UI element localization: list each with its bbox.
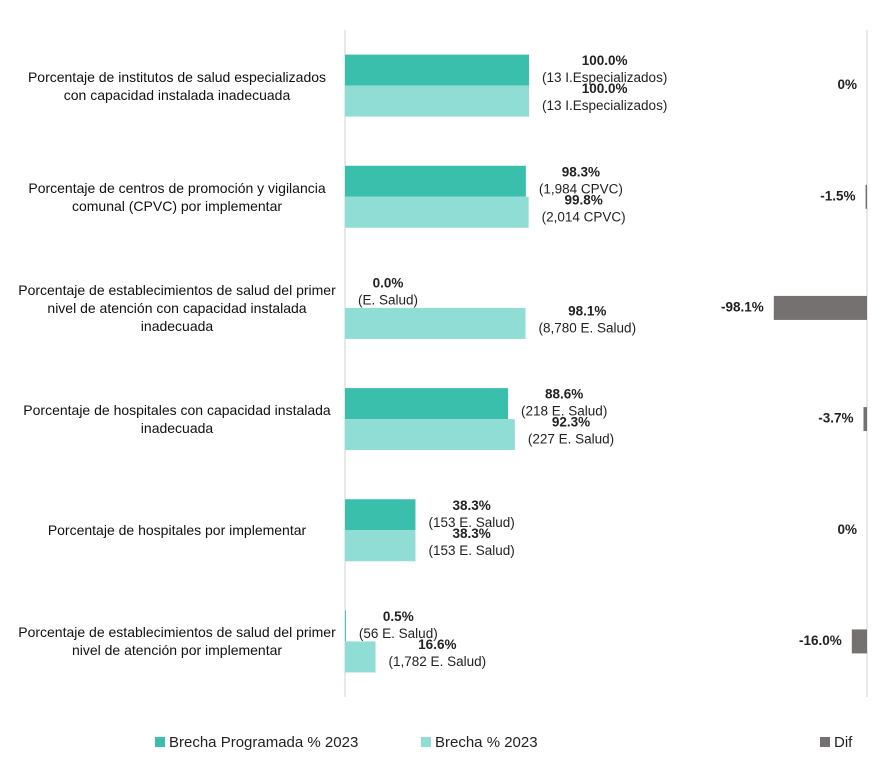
bar: [345, 419, 515, 451]
data-label-detail: (2,014 CPVC): [542, 209, 626, 224]
category-label: Porcentaje de hospitales con capacidad i…: [23, 402, 331, 437]
category-label: Porcentaje de centros de promoción y vig…: [28, 179, 326, 214]
bar: [345, 85, 529, 117]
difference-bar: [773, 295, 867, 320]
bar: [345, 530, 416, 562]
category-label: Porcentaje de establecimientos de salud …: [18, 281, 336, 334]
bar: [345, 54, 529, 86]
data-label-detail: (1,984 CPVC): [539, 181, 623, 196]
bar: [345, 307, 526, 339]
data-label: 38.3%: [452, 526, 490, 541]
data-label: 99.8%: [565, 192, 603, 207]
difference-label: -98.1%: [721, 299, 764, 314]
data-label: 100.0%: [582, 53, 628, 68]
legend-label: Brecha Programada % 2023: [169, 734, 358, 751]
bar: [345, 165, 526, 197]
category-label: Porcentaje de institutos de salud especi…: [27, 68, 327, 103]
difference-label: 0%: [837, 522, 857, 537]
data-label-detail: (1,782 E. Salud): [389, 654, 487, 669]
legend-swatch: [820, 737, 830, 747]
bar: [345, 641, 376, 673]
data-label: 0.5%: [383, 609, 414, 624]
data-label-detail: (E. Salud): [358, 292, 418, 307]
legend-swatch: [421, 737, 431, 747]
data-label-detail: (13 I.Especializados): [542, 70, 667, 85]
data-label: 38.3%: [452, 498, 490, 513]
data-label: 98.1%: [568, 303, 606, 318]
data-label-detail: (153 E. Salud): [428, 543, 514, 558]
data-label: 16.6%: [418, 637, 456, 652]
data-label: 98.3%: [562, 164, 600, 179]
bar: [345, 499, 416, 531]
data-label-detail: (8,780 E. Salud): [539, 320, 637, 335]
difference-label: -1.5%: [820, 188, 855, 203]
bar: [345, 196, 529, 228]
bar: [345, 610, 346, 642]
data-label: 88.6%: [545, 387, 583, 402]
data-label-detail: (218 E. Salud): [521, 404, 607, 419]
category-label: Porcentaje de hospitales por implementar: [47, 522, 307, 539]
data-label: 92.3%: [552, 415, 590, 430]
data-label-detail: (227 E. Salud): [528, 432, 614, 447]
difference-label: -3.7%: [818, 411, 853, 426]
data-label: 0.0%: [373, 275, 404, 290]
data-label-detail: (153 E. Salud): [428, 515, 514, 530]
bar: [345, 388, 509, 420]
difference-label: 0%: [837, 77, 857, 92]
category-label: Porcentaje de establecimientos de salud …: [18, 624, 336, 659]
difference-label: -16.0%: [799, 633, 842, 648]
data-label-detail: (13 I.Especializados): [542, 98, 667, 113]
legend-swatch: [155, 737, 165, 747]
legend-label: Brecha % 2023: [435, 734, 538, 751]
difference-bar: [851, 629, 867, 654]
data-label-detail: (56 E. Salud): [359, 626, 438, 641]
difference-bar: [863, 407, 867, 432]
legend-label: Dif: [834, 734, 853, 751]
difference-bar: [865, 184, 867, 209]
data-label: 100.0%: [582, 81, 628, 96]
